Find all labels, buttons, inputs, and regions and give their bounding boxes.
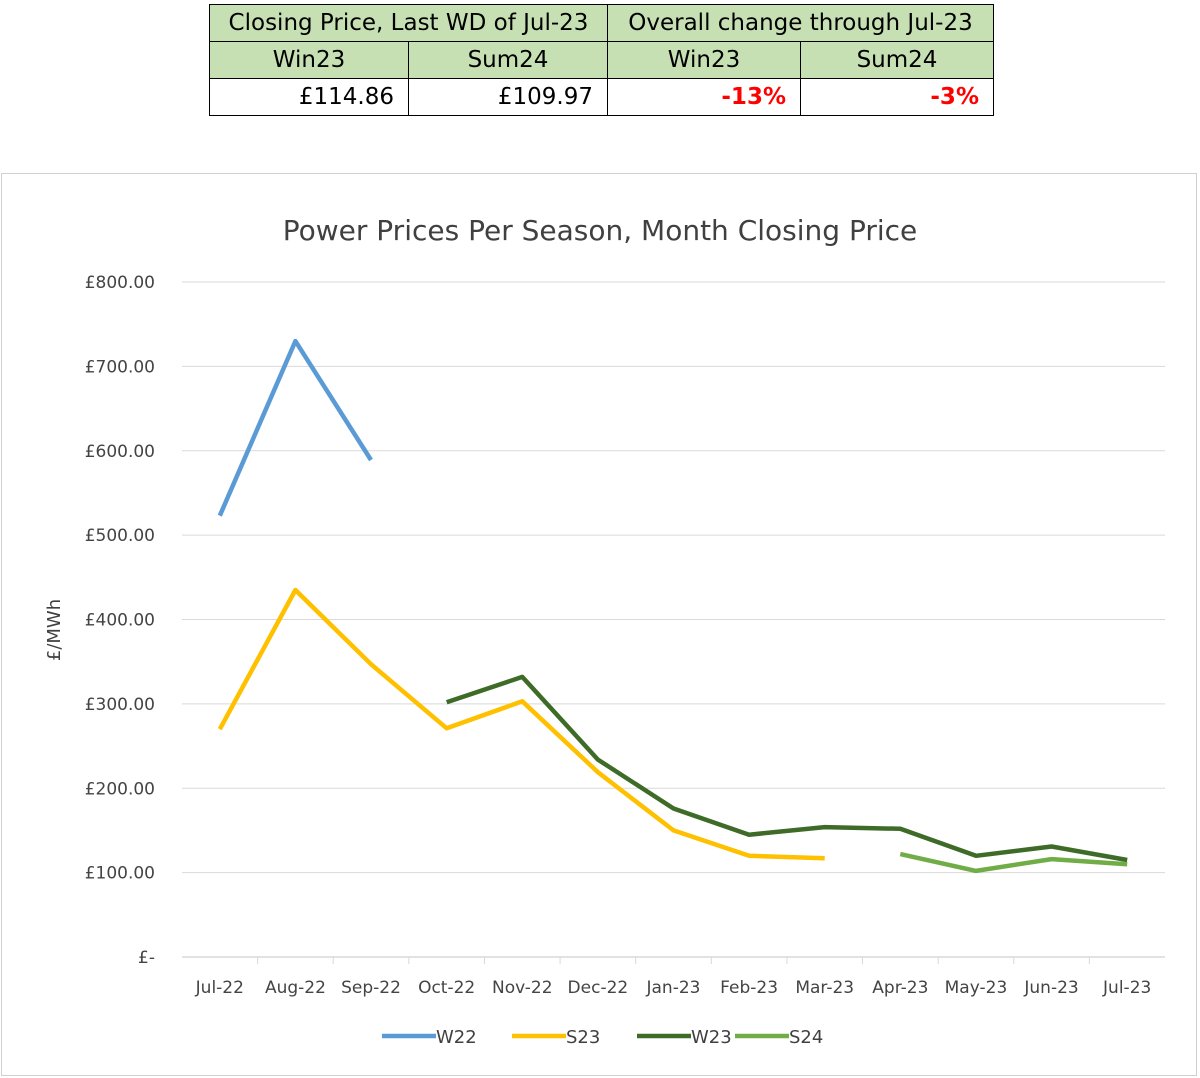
- summary-subheader-row: Win23 Sum24 Win23 Sum24: [209, 41, 994, 79]
- y-tick-label: £300.00: [85, 695, 155, 715]
- summary-sub-win23-price: Win23: [209, 41, 409, 79]
- y-tick-label: £600.00: [85, 442, 155, 462]
- y-tick-label: £400.00: [85, 611, 155, 631]
- series-line-s24: [899, 851, 1128, 874]
- summary-header-row: Closing Price, Last WD of Jul-23 Overall…: [209, 4, 994, 42]
- y-axis-ticks: £- £100.00 £200.00 £300.00 £400.00 £500.00 £60…: [85, 273, 155, 968]
- y-tick-label: £800.00: [85, 273, 155, 293]
- chart-container: Power Prices Per Season, Month Closing P…: [1, 173, 1197, 1076]
- series-line-w22: [217, 338, 373, 517]
- legend-label-w23: W23: [691, 1027, 732, 1048]
- summary-value-win23-price: £114.86: [209, 78, 409, 116]
- summary-sub-win23-change: Win23: [607, 41, 801, 79]
- y-tick-label: £700.00: [85, 357, 155, 377]
- x-axis-ticks: Jul-22 Aug-22 Sep-22 Oct-22 Nov-22 Dec-22 Jan-…: [195, 957, 1151, 998]
- legend-label-s24: S24: [789, 1027, 823, 1048]
- legend-label-s23: S23: [566, 1027, 600, 1048]
- x-tick-label: Oct-22: [418, 978, 475, 998]
- summary-sub-sum24-price: Sum24: [408, 41, 608, 79]
- x-tick-label: Aug-22: [265, 978, 326, 998]
- summary-values-row: £114.86 £109.97 -13% -3%: [209, 78, 994, 116]
- y-axis-label: £/MWh: [44, 599, 65, 661]
- grid-lines: [182, 281, 1165, 958]
- summary-header-overall-change: Overall change through Jul-23: [607, 4, 994, 42]
- x-tick-label: Jul-23: [1102, 978, 1151, 998]
- price-line-chart: Power Prices Per Season, Month Closing P…: [44, 214, 1165, 1048]
- summary-table: Closing Price, Last WD of Jul-23 Overall…: [209, 4, 994, 116]
- x-tick-label: Dec-22: [568, 978, 629, 998]
- x-tick-label: Mar-23: [795, 978, 854, 998]
- chart-legend: W22 S23 W23 S24: [382, 1027, 823, 1048]
- series-line-w23: [445, 674, 1128, 863]
- x-tick-label: Feb-23: [720, 978, 778, 998]
- summary-value-win23-change: -13%: [607, 78, 801, 116]
- x-tick-label: Nov-22: [492, 978, 553, 998]
- y-tick-label: £500.00: [85, 526, 155, 546]
- summary-header-closing-price: Closing Price, Last WD of Jul-23: [209, 4, 608, 42]
- y-tick-label: £100.00: [85, 864, 155, 884]
- x-tick-label: Sep-22: [341, 978, 401, 998]
- y-tick-label: £200.00: [85, 779, 155, 799]
- summary-value-sum24-change: -3%: [800, 78, 994, 116]
- y-tick-label: £-: [138, 948, 155, 968]
- series-line-s23: [217, 587, 825, 861]
- x-tick-label: Jun-23: [1023, 978, 1078, 998]
- legend-label-w22: W22: [436, 1027, 477, 1048]
- summary-value-sum24-price: £109.97: [408, 78, 608, 116]
- x-tick-label: Jul-22: [195, 978, 244, 998]
- series-lines: [217, 338, 1128, 874]
- summary-sub-sum24-change: Sum24: [800, 41, 994, 79]
- x-tick-label: Apr-23: [872, 978, 928, 998]
- x-tick-label: Jan-23: [646, 978, 701, 998]
- chart-title: Power Prices Per Season, Month Closing P…: [283, 214, 918, 247]
- x-tick-label: May-23: [945, 978, 1008, 998]
